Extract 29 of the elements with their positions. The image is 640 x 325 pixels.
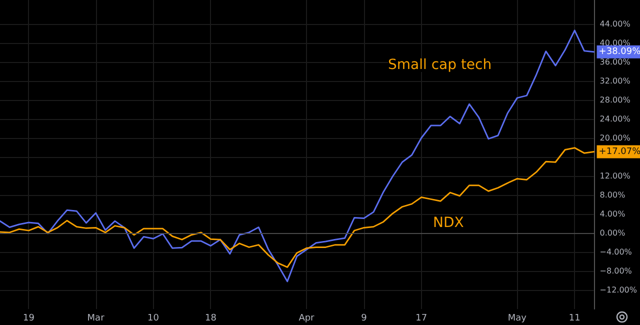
- y-tick-label: 20.00%: [600, 133, 631, 142]
- y-tick-label: 36.00%: [600, 57, 631, 66]
- y-tick-label: 40.00%: [600, 38, 631, 48]
- y-tick-label: 32.00%: [600, 76, 631, 86]
- x-tick-label: 18: [204, 314, 217, 324]
- y-tick-label: −12.00%: [600, 285, 638, 294]
- x-tick-label: Mar: [87, 314, 105, 324]
- annotation: Small cap tech: [388, 57, 492, 73]
- data-label: +17.07%: [598, 146, 640, 157]
- line-series: [0, 147, 595, 268]
- y-tick-label: 0.00%: [600, 228, 626, 238]
- x-tick-label: 17: [416, 314, 428, 324]
- data-label: +38.09%: [598, 46, 640, 57]
- y-tick-label: −8.00%: [600, 266, 632, 276]
- x-tick-label: 10: [148, 314, 160, 324]
- y-tick-label: 12.00%: [600, 171, 631, 180]
- y-tick-label: 4.00%: [600, 209, 626, 218]
- x-tick-label: 19: [23, 314, 35, 324]
- y-tick-label: 28.00%: [600, 95, 631, 104]
- x-tick-label: 11: [568, 314, 580, 324]
- x-tick-label: Apr: [298, 314, 315, 324]
- y-tick-label: 24.00%: [600, 114, 631, 124]
- annotation: NDX: [433, 215, 464, 231]
- y-tick-label: 8.00%: [600, 190, 626, 200]
- line-series: [0, 30, 595, 282]
- y-tick-label: 44.00%: [600, 19, 631, 28]
- x-tick-label: 9: [361, 314, 368, 324]
- y-tick-label: −4.00%: [600, 247, 632, 256]
- x-tick-label: May: [508, 314, 528, 324]
